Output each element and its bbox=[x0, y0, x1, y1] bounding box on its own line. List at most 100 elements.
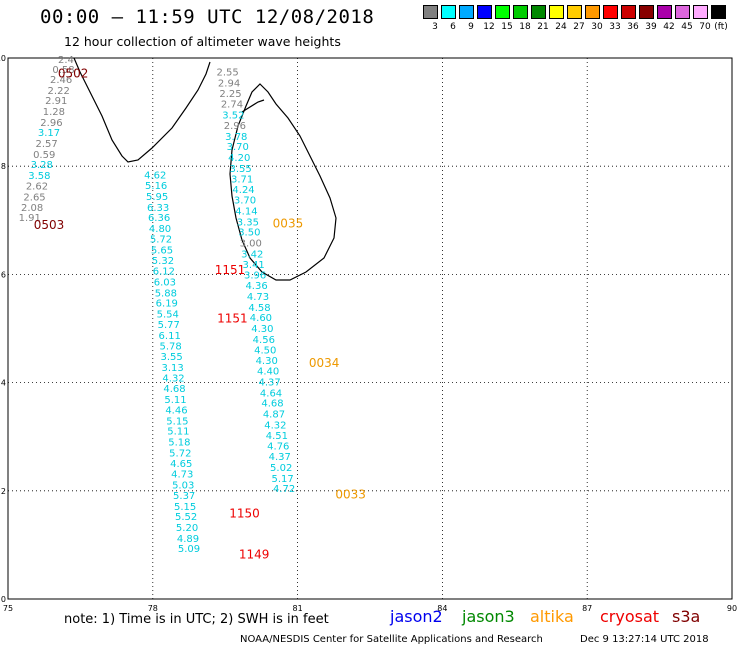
legend-label: 18 bbox=[519, 22, 531, 32]
legend-swatch bbox=[495, 5, 510, 19]
plot-frame bbox=[7, 57, 733, 600]
mannar-island bbox=[241, 99, 265, 113]
wave-height-value: 3.00 bbox=[240, 238, 262, 249]
legend-swatch bbox=[657, 5, 672, 19]
wave-height-value: 4.50 bbox=[254, 346, 276, 357]
wave-height-value: 5.02 bbox=[270, 463, 292, 474]
wave-height-value: 2.94 bbox=[218, 78, 240, 89]
legend-label: 70 bbox=[699, 22, 711, 32]
legend-label: 39 bbox=[645, 22, 657, 32]
wave-height-value: 5.77 bbox=[158, 320, 180, 331]
wave-height-value: 4.65 bbox=[170, 459, 192, 470]
wave-height-value: 5.11 bbox=[167, 427, 189, 438]
track-1149-1151: 4.625.165.956.336.364.805.725.655.326.12… bbox=[144, 170, 200, 555]
legend-label: 24 bbox=[555, 22, 567, 32]
track-0502-0503: 2.40.582.462.222.911.282.963.172.570.593… bbox=[19, 55, 75, 224]
wave-height-value: 5.09 bbox=[178, 544, 200, 555]
pass-time-label: 1149 bbox=[239, 548, 270, 562]
legend-label: 33 bbox=[609, 22, 621, 32]
wave-height-value: 4.30 bbox=[251, 324, 273, 335]
legend-label: 36 bbox=[627, 22, 639, 32]
wave-height-value: 1.91 bbox=[19, 213, 41, 224]
wave-height-value: 5.72 bbox=[150, 235, 172, 246]
pass-time-label: 1151 bbox=[217, 312, 248, 326]
wave-height-value: 3.96 bbox=[244, 270, 266, 281]
satellite-label-jason3: jason3 bbox=[462, 607, 515, 626]
wave-height-value: 2.91 bbox=[45, 96, 67, 107]
satellite-label-s3a: s3a bbox=[672, 607, 701, 626]
wave-height-value: 4.32 bbox=[162, 374, 184, 385]
wave-height-value: 2.62 bbox=[26, 182, 48, 193]
wave-height-value: 4.37 bbox=[258, 378, 280, 389]
note-text: note: 1) Time is in UTC; 2) SWH is in fe… bbox=[64, 612, 329, 627]
wave-height-value: 0.58 bbox=[52, 65, 74, 76]
wave-height-value: 4.46 bbox=[165, 406, 187, 417]
wave-height-tracks: 2.40.582.462.222.911.282.963.172.570.593… bbox=[19, 55, 296, 555]
wave-height-value: 5.20 bbox=[176, 523, 198, 534]
pass-time-label: 1151 bbox=[215, 263, 246, 277]
wave-height-value: 4.30 bbox=[256, 356, 278, 367]
page-subtitle: 12 hour collection of altimeter wave hei… bbox=[64, 34, 341, 49]
wave-height-value: 4.68 bbox=[261, 399, 283, 410]
legend-swatch bbox=[531, 5, 546, 19]
wave-height-value: 4.73 bbox=[171, 469, 193, 480]
india-coastline bbox=[73, 57, 211, 163]
wave-height-value: 3.70 bbox=[227, 142, 249, 153]
wave-height-value: 2.57 bbox=[35, 139, 57, 150]
wave-height-value: 0.59 bbox=[33, 150, 55, 161]
wave-height-value: 6.19 bbox=[156, 299, 178, 310]
wave-height-value: 4.58 bbox=[248, 303, 270, 314]
page-title: 00:00 – 11:59 UTC 12/08/2018 bbox=[40, 6, 375, 28]
lat-tick-label: 10 bbox=[0, 54, 6, 63]
wave-height-value: 5.54 bbox=[157, 309, 179, 320]
wave-height-value: 3.55 bbox=[230, 164, 252, 175]
wave-height-value: 3.13 bbox=[161, 363, 183, 374]
legend-swatch bbox=[477, 5, 492, 19]
wave-height-value: 5.65 bbox=[151, 246, 173, 257]
wave-height-value: 3.55 bbox=[160, 352, 182, 363]
wave-height-value: 6.03 bbox=[154, 277, 176, 288]
wave-height-value: 5.78 bbox=[160, 341, 182, 352]
wave-height-value: 4.51 bbox=[266, 431, 288, 442]
wave-height-value: 4.40 bbox=[257, 367, 279, 378]
legend-label: 42 bbox=[663, 22, 675, 32]
lat-tick-label: 4 bbox=[1, 379, 6, 388]
wave-height-value: 2.96 bbox=[224, 121, 246, 132]
wave-height-value: 5.16 bbox=[145, 181, 167, 192]
wave-height-value: 2.74 bbox=[221, 99, 243, 110]
legend-label: 9 bbox=[468, 22, 474, 32]
wave-height-value: 4.72 bbox=[273, 484, 295, 495]
wave-height-value: 2.55 bbox=[216, 68, 238, 79]
lat-tick-label: 2 bbox=[1, 487, 6, 496]
coastline bbox=[73, 57, 337, 281]
pass-time-label: 0033 bbox=[335, 488, 366, 502]
legend-swatch bbox=[693, 5, 708, 19]
wave-height-value: 5.11 bbox=[164, 395, 186, 406]
wave-height-value: 3.42 bbox=[241, 249, 263, 260]
wave-height-value: 4.14 bbox=[235, 207, 257, 218]
wave-height-value: 4.20 bbox=[228, 153, 250, 164]
legend-label: 12 bbox=[483, 22, 495, 32]
wave-height-value: 4.24 bbox=[232, 185, 254, 196]
lon-tick-label: 84 bbox=[437, 604, 447, 613]
satellite-label-altika: altika bbox=[530, 607, 574, 626]
wave-height-value: 2.46 bbox=[50, 75, 72, 86]
grid-lines bbox=[8, 58, 732, 599]
lat-tick-label: 0 bbox=[1, 595, 6, 604]
wave-height-value: 5.15 bbox=[174, 502, 196, 513]
wave-height-value: 4.56 bbox=[253, 335, 275, 346]
legend-swatch bbox=[621, 5, 636, 19]
legend-swatch bbox=[441, 5, 456, 19]
sri-lanka-coastline bbox=[229, 83, 337, 281]
wave-height-value: 3.78 bbox=[225, 132, 247, 143]
wave-height-value: 6.33 bbox=[147, 203, 169, 214]
wave-height-value: 2.65 bbox=[23, 192, 45, 203]
pass-time-label: 0502 bbox=[58, 67, 89, 81]
wave-height-value: 6.11 bbox=[159, 331, 181, 342]
legend-swatch bbox=[711, 5, 726, 19]
wave-height-value: 2.96 bbox=[40, 118, 62, 129]
lat-tick-label: 8 bbox=[1, 162, 6, 171]
wave-height-value: 3.52 bbox=[222, 110, 244, 121]
legend-label: 45 bbox=[681, 22, 693, 32]
